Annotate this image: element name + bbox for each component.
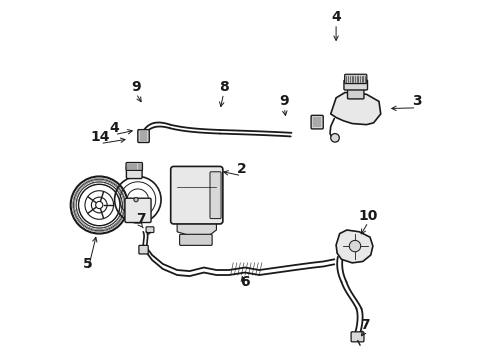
FancyBboxPatch shape xyxy=(171,166,223,224)
Text: 10: 10 xyxy=(359,209,378,223)
Text: 4: 4 xyxy=(331,10,341,24)
FancyBboxPatch shape xyxy=(344,80,368,90)
Text: 2: 2 xyxy=(237,162,246,176)
Circle shape xyxy=(134,198,138,202)
FancyBboxPatch shape xyxy=(139,246,148,254)
Text: 7: 7 xyxy=(137,212,146,226)
FancyBboxPatch shape xyxy=(146,227,154,233)
FancyBboxPatch shape xyxy=(311,115,323,129)
FancyBboxPatch shape xyxy=(125,198,151,222)
FancyBboxPatch shape xyxy=(180,234,212,246)
FancyBboxPatch shape xyxy=(347,88,364,99)
Text: 9: 9 xyxy=(131,80,141,94)
Text: 9: 9 xyxy=(279,94,289,108)
FancyBboxPatch shape xyxy=(351,332,364,342)
Text: 5: 5 xyxy=(83,257,93,271)
Circle shape xyxy=(349,240,361,252)
Text: 4: 4 xyxy=(110,121,120,135)
Text: 7: 7 xyxy=(360,318,369,332)
Text: 8: 8 xyxy=(219,80,228,94)
Text: 6: 6 xyxy=(240,275,250,289)
FancyBboxPatch shape xyxy=(210,172,221,219)
FancyBboxPatch shape xyxy=(138,130,149,143)
FancyBboxPatch shape xyxy=(126,166,142,179)
Text: 3: 3 xyxy=(412,94,421,108)
FancyBboxPatch shape xyxy=(126,162,143,170)
FancyBboxPatch shape xyxy=(344,74,367,84)
Circle shape xyxy=(331,134,339,142)
Polygon shape xyxy=(177,221,217,236)
Polygon shape xyxy=(336,230,373,263)
Polygon shape xyxy=(331,93,381,125)
Text: 14: 14 xyxy=(91,130,110,144)
